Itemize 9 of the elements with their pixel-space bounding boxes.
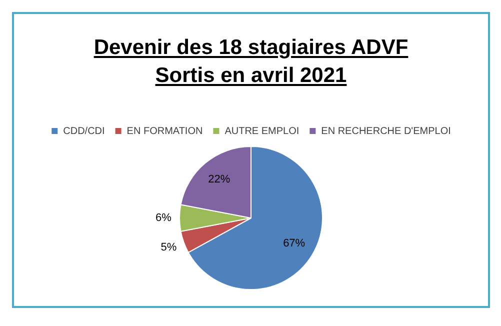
data-label: 67% (283, 238, 306, 250)
data-label: 6% (156, 212, 172, 224)
chart-title: Devenir des 18 stagiaires ADVF Sortis en avril 2021 (92, 35, 410, 89)
legend-label: EN RECHERCHE D'EMPLOI (321, 126, 451, 137)
legend-label: CDD/CDI (63, 126, 105, 137)
data-label: 22% (208, 173, 230, 186)
legend-label: EN FORMATION (126, 126, 203, 137)
data-label: 5% (160, 242, 177, 254)
legend-label: AUTRE EMPLOI (224, 126, 300, 137)
